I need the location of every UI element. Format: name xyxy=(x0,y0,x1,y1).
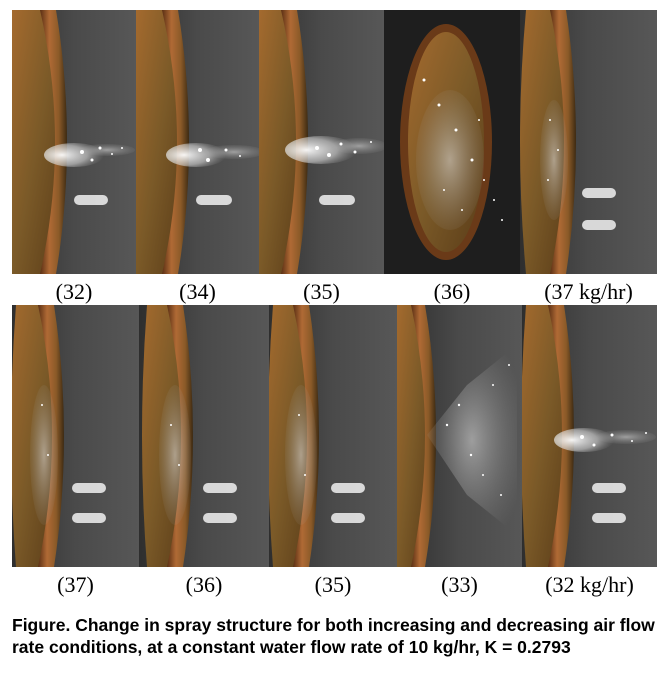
caption-37-kg-hr: (37 kg/hr) xyxy=(544,279,633,304)
caption-35: (35) xyxy=(303,279,340,304)
spray-photo-37-decreasing xyxy=(12,305,139,567)
spray-photo-37 xyxy=(520,10,657,274)
spray-photo-33-decreasing xyxy=(397,305,522,567)
spray-photo-32-decreasing xyxy=(522,305,657,567)
caption-36: (36) xyxy=(433,279,471,304)
caption-32: (32) xyxy=(55,279,93,304)
top-image-row xyxy=(12,10,657,274)
spray-photo-35-decreasing xyxy=(269,305,397,567)
caption-32-kg-hr: (32 kg/hr) xyxy=(545,572,634,597)
caption-37: (37) xyxy=(57,572,94,597)
spray-photo-32 xyxy=(12,10,136,274)
spray-photo-36-decreasing xyxy=(139,305,269,567)
spray-photo-36 xyxy=(384,10,520,274)
caption-36: (36) xyxy=(185,572,223,597)
caption-34: (34) xyxy=(179,279,216,304)
figure-caption: Figure. Change in spray structure for bo… xyxy=(12,615,655,657)
spray-photo-34 xyxy=(136,10,259,274)
bottom-image-row xyxy=(12,305,657,567)
spray-photo-35 xyxy=(259,10,384,274)
caption-33: (33) xyxy=(441,572,478,597)
caption-35: (35) xyxy=(314,572,352,597)
bottom-row-captions: (37) (36) (35) (33) (32 kg/hr) xyxy=(12,572,657,598)
top-row-captions: (32) (34) (35) (36) (37 kg/hr) xyxy=(12,279,657,305)
